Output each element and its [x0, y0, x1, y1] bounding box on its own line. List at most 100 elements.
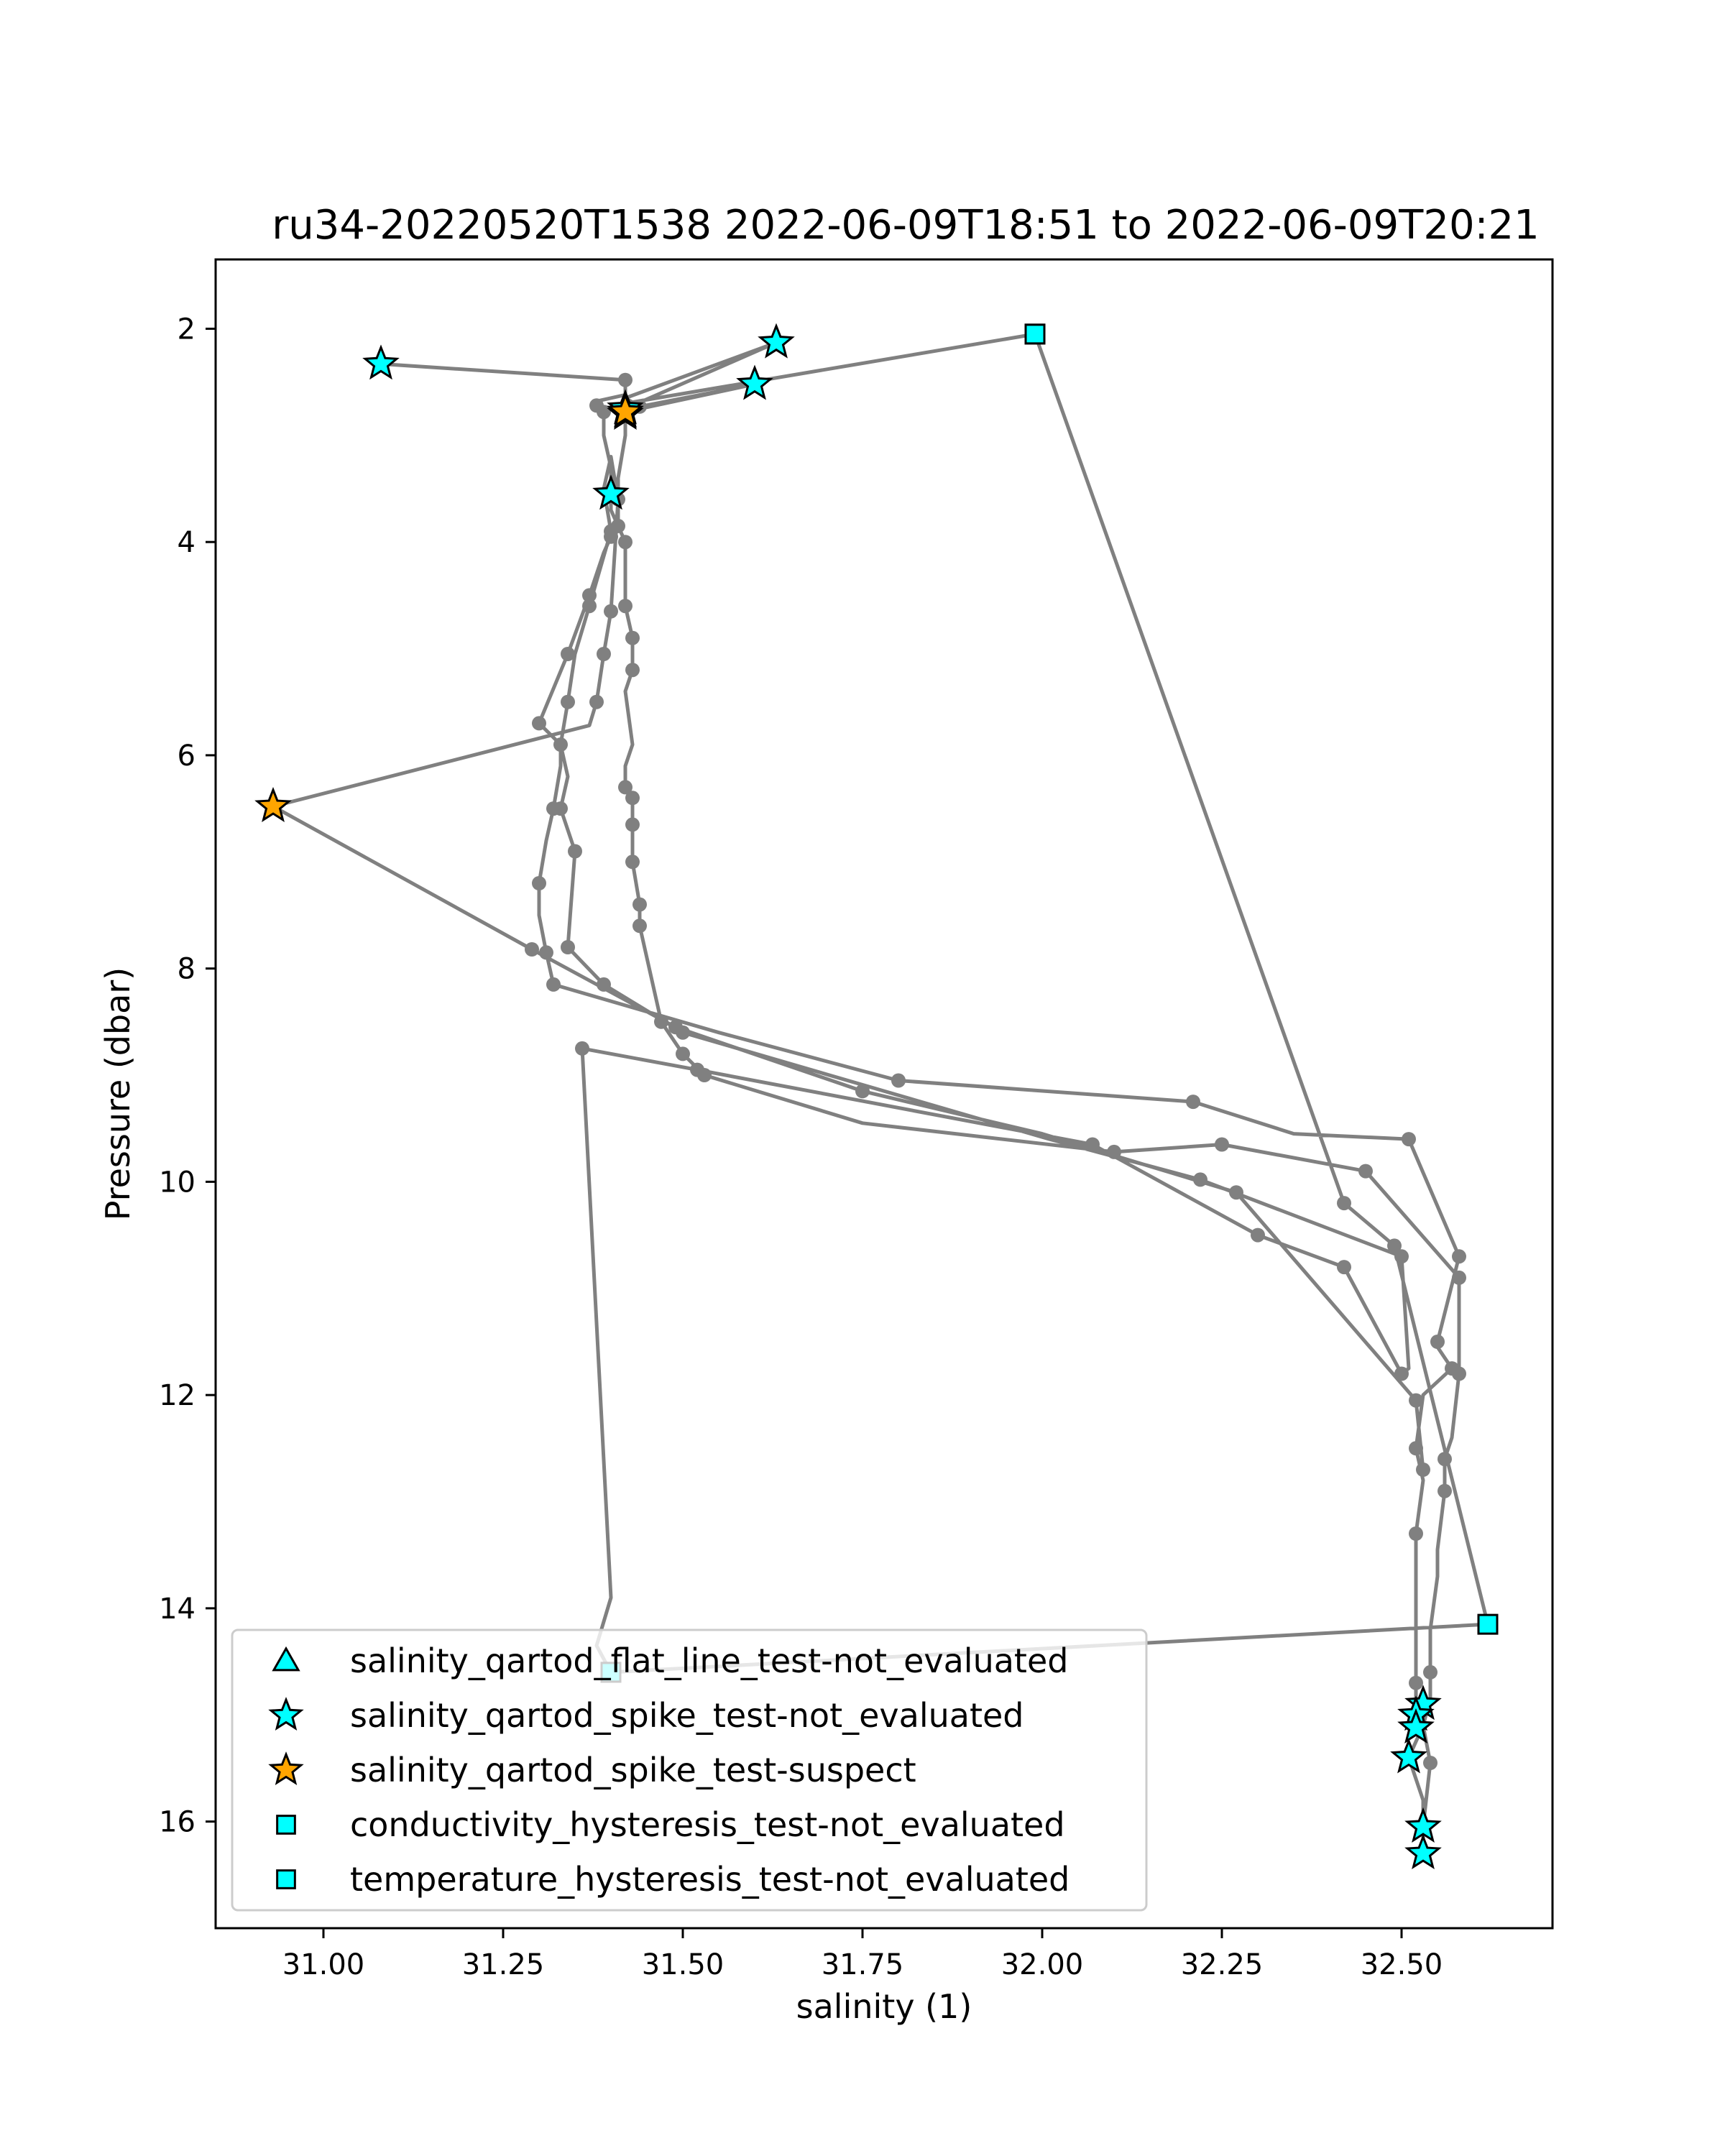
profile-point — [676, 1046, 690, 1061]
profile-point — [1193, 1172, 1208, 1187]
profile-point — [632, 897, 647, 912]
profile-point — [539, 945, 553, 960]
legend-marker-4 — [276, 1869, 296, 1889]
y-tick-label: 14 — [159, 1593, 196, 1626]
y-axis-ticks: 2 4 6 8 10 12 14 16 — [159, 313, 216, 1839]
profile-point — [561, 694, 575, 709]
profile-point — [1394, 1366, 1409, 1381]
x-tick-label: 32.50 — [1361, 1948, 1443, 1981]
qc-marker-series-1 — [362, 344, 400, 380]
profile-point — [1186, 1095, 1200, 1110]
profile-point — [532, 716, 546, 731]
qc-marker-series-1 — [1404, 1807, 1442, 1843]
profile-point — [668, 1020, 683, 1035]
legend-marker-0 — [272, 1646, 300, 1672]
profile-point — [1402, 1132, 1416, 1147]
legend-label-1: salinity_qartod_spike_test-not_evaluated — [350, 1696, 1024, 1735]
profile-point — [1430, 1335, 1445, 1349]
qc-marker-series-2 — [254, 787, 292, 823]
legend-marker-3 — [276, 1815, 296, 1835]
profile-point — [1452, 1270, 1466, 1285]
profile-point — [604, 604, 618, 619]
profile-point — [1229, 1185, 1243, 1200]
y-tick-label: 4 — [178, 526, 196, 559]
profile-point — [1423, 1664, 1438, 1680]
legend-label-2: salinity_qartod_spike_test-suspect — [350, 1751, 916, 1789]
x-tick-label: 32.00 — [1001, 1948, 1084, 1981]
qc-marker-series-1 — [1404, 1834, 1442, 1870]
legend: salinity_qartod_flat_line_test-not_evalu… — [231, 1628, 1148, 1912]
profile-point — [1423, 1756, 1438, 1770]
x-tick-label: 31.75 — [822, 1948, 904, 1981]
axes-frame — [214, 258, 1554, 1930]
profile-point — [1416, 1462, 1430, 1477]
profile-point — [597, 647, 611, 661]
profile-point — [1452, 1366, 1466, 1381]
profile-point — [1085, 1137, 1100, 1152]
qc-marker-series-2 — [607, 392, 644, 428]
y-tick-label: 2 — [178, 313, 196, 346]
profile-point — [582, 588, 597, 603]
profile-point — [561, 647, 575, 661]
profile-point — [625, 854, 640, 870]
qc-marker-series-4 — [1024, 323, 1046, 345]
qc-marker-series-1 — [1397, 1708, 1435, 1744]
plot-area — [254, 323, 1499, 1870]
profile-point — [1337, 1260, 1351, 1275]
y-tick-label: 16 — [159, 1806, 196, 1839]
profile-point — [546, 977, 561, 992]
legend-label-0: salinity_qartod_flat_line_test-not_evalu… — [350, 1641, 1068, 1680]
profile-point — [1409, 1526, 1423, 1541]
y-tick-label: 8 — [178, 953, 196, 986]
legend-items: salinity_qartod_flat_line_test-not_evalu… — [268, 1641, 1070, 1899]
profile-point — [855, 1084, 870, 1099]
profile-point — [597, 977, 611, 992]
profile-point — [690, 1062, 704, 1077]
profile-point — [525, 942, 539, 957]
qc-marker-series-3 — [1477, 1613, 1499, 1635]
qc-marker-series-1 — [758, 323, 795, 359]
profile-point — [604, 524, 618, 539]
profile-point — [891, 1073, 906, 1088]
legend-label-4: temperature_hysteresis_test-not_evaluate… — [350, 1860, 1070, 1899]
profile-point — [1394, 1249, 1409, 1264]
profile-point — [1358, 1164, 1373, 1179]
profile-point — [589, 694, 604, 709]
legend-label-3: conductivity_hysteresis_test-not_evaluat… — [350, 1805, 1065, 1844]
profile-point — [625, 663, 640, 678]
profile-point — [654, 1014, 668, 1029]
profile-point — [561, 940, 575, 954]
profile-point — [618, 372, 632, 387]
legend-marker-2 — [268, 1751, 304, 1786]
profile-point — [553, 801, 568, 816]
profile-point — [1409, 1393, 1423, 1408]
profile-point — [618, 535, 632, 550]
profile-point — [1107, 1144, 1121, 1159]
qc-marker-series-1 — [736, 364, 773, 400]
profile-point — [1438, 1483, 1452, 1498]
profile-point — [1438, 1452, 1452, 1467]
profile-point — [625, 791, 640, 806]
profile-point — [553, 737, 568, 752]
profile-point — [1215, 1137, 1229, 1152]
profile-point — [1409, 1441, 1423, 1456]
qc-marker-series-1 — [1390, 1738, 1427, 1774]
y-tick-label: 10 — [159, 1166, 196, 1199]
profile-point — [618, 780, 632, 795]
x-tick-label: 31.50 — [642, 1948, 724, 1981]
profile-point — [1251, 1227, 1265, 1243]
legend-marker-1 — [268, 1697, 304, 1731]
x-tick-label: 31.25 — [462, 1948, 545, 1981]
profile-point — [625, 630, 640, 645]
y-axis-label: Pressure (dbar) — [98, 967, 137, 1220]
y-tick-label: 12 — [159, 1379, 196, 1412]
x-axis-label: salinity (1) — [796, 1987, 972, 2026]
qc-marker-series-1 — [592, 474, 630, 510]
profile-point — [1337, 1196, 1351, 1211]
profile-point — [1452, 1249, 1466, 1264]
profile-point — [632, 918, 647, 934]
profile-point — [618, 599, 632, 614]
profile-point — [625, 817, 640, 832]
